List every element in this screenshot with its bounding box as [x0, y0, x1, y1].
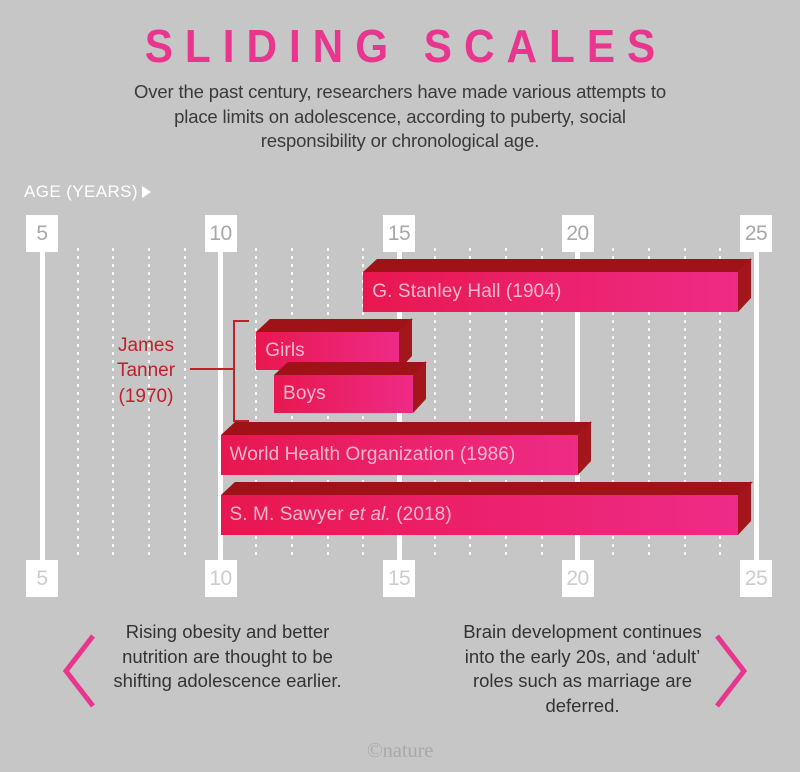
axis-tick-top-15: 15	[383, 215, 415, 252]
tanner-bracket	[233, 320, 249, 422]
gridline-minor	[719, 248, 722, 558]
triangle-right-icon	[141, 186, 151, 198]
bar-front-face: Boys	[274, 375, 414, 413]
footnote-left: Rising obesity and better nutrition are …	[113, 621, 342, 692]
gridline-minor	[505, 248, 508, 558]
gridline-minor	[112, 248, 115, 558]
axis-tick-bot-15: 15	[383, 560, 415, 597]
axis-tick-bot-20: 20	[561, 560, 594, 597]
gridline-minor	[469, 248, 472, 558]
axis-caption-label: AGE (YEARS)	[24, 182, 138, 201]
gridline-minor	[612, 248, 615, 558]
axis-tick-bot-25: 25	[740, 560, 772, 597]
gridline-minor	[433, 248, 436, 558]
bar-label: World Health Organization (1986)	[229, 444, 516, 465]
page-subtitle: Over the past century, researchers have …	[134, 81, 666, 152]
bar-label: Boys	[283, 383, 326, 404]
chevron-left-icon	[60, 632, 98, 710]
gridline-major	[39, 245, 45, 563]
gridline-minor	[540, 248, 543, 558]
bar-s-m-sawyer-et-al-2018: S. M. Sawyer et al. (2018)	[220, 481, 753, 535]
axis-tick-top-20: 20	[561, 215, 594, 252]
page-title: SLIDING SCALES	[144, 20, 668, 72]
bar-top-face	[363, 259, 753, 272]
bar-world-health-organization-1986: World Health Organization (1986)	[220, 421, 592, 475]
bar-g-stanley-hall-1904: G. Stanley Hall (1904)	[363, 258, 753, 312]
gridline-minor	[183, 248, 186, 558]
axis-tick-bot-10: 10	[204, 560, 237, 597]
gridline-major	[218, 245, 223, 563]
tanner-label-line-1: James	[118, 335, 174, 356]
bar-label: S. M. Sawyer et al. (2018)	[229, 504, 452, 525]
axis-caption: AGE (YEARS)	[24, 182, 151, 202]
nature-logo: ©nature	[366, 738, 434, 762]
axis-tick-top-5: 5	[26, 215, 58, 252]
gridline-major	[753, 245, 759, 563]
gridline-minor	[647, 248, 650, 558]
bar-front-face: World Health Organization (1986)	[220, 435, 578, 475]
bar-top-face	[274, 362, 428, 375]
chevron-right-icon	[712, 632, 750, 710]
bar-front-face: G. Stanley Hall (1904)	[363, 272, 739, 312]
axis-tick-bot-5: 5	[26, 560, 58, 597]
bar-front-face: S. M. Sawyer et al. (2018)	[220, 495, 739, 535]
gridline-minor	[76, 248, 79, 558]
gridline-minor	[148, 248, 151, 558]
gridline-minor	[255, 248, 258, 558]
bar-top-face	[220, 422, 592, 435]
bar-label: Girls	[265, 340, 305, 361]
tanner-label: James Tanner (1970)	[96, 333, 196, 409]
bar-top-face	[220, 482, 753, 495]
footnote-right: Brain development continues into the ear…	[463, 621, 702, 716]
bar-label: G. Stanley Hall (1904)	[372, 281, 562, 302]
tanner-bracket-stem	[190, 368, 235, 370]
gridline-minor	[683, 248, 686, 558]
axis-tick-top-25: 25	[740, 215, 772, 252]
bar-boys: Boys	[274, 361, 428, 413]
axis-tick-top-10: 10	[204, 215, 237, 252]
infographic-header: SLIDING SCALES Over the past century, re…	[0, 0, 800, 154]
tanner-label-line-2: Tanner	[116, 360, 176, 382]
gridline-major	[575, 245, 580, 563]
tanner-label-line-3: (1970)	[118, 385, 174, 407]
bar-top-face	[256, 319, 413, 332]
